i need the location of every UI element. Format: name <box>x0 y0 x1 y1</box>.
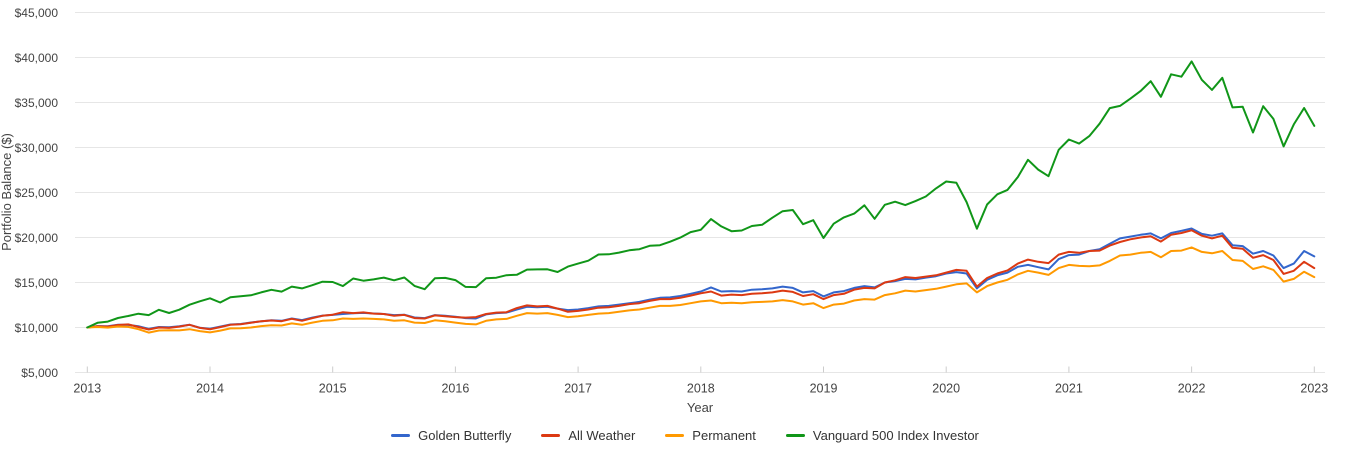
y-axis-tick-label: $25,000 <box>15 186 59 200</box>
legend-line-marker <box>665 434 685 437</box>
y-axis-tick-label: $15,000 <box>15 276 59 290</box>
y-axis-title: Portfolio Balance ($) <box>0 133 14 251</box>
legend-label: All Weather <box>568 428 636 443</box>
axis-labels: $45,000 $40,000 $35,000 $30,000 $25,000 $20,0… <box>15 6 1329 396</box>
legend-line-marker <box>541 434 561 437</box>
legend-item-golden-butterfly[interactable]: Golden Butterfly <box>391 428 511 443</box>
y-axis-tick-label: $45,000 <box>15 6 59 20</box>
legend-item-vanguard-500-index-investor[interactable]: Vanguard 500 Index Investor <box>785 428 979 443</box>
legend-label: Vanguard 500 Index Investor <box>812 428 979 443</box>
plot-area[interactable] <box>75 13 1325 373</box>
x-axis-tick-label: 2016 <box>441 382 469 396</box>
y-axis-tick-label: $40,000 <box>15 51 59 65</box>
series-line-all-weather <box>86 229 1316 331</box>
legend-line-marker <box>391 434 411 437</box>
x-axis-tick-label: 2019 <box>810 382 838 396</box>
series-line-permanent <box>86 246 1316 334</box>
y-axis-tick-label: $35,000 <box>15 96 59 110</box>
x-axis-tick-label: 2014 <box>196 382 224 396</box>
x-axis-tick-label: 2013 <box>73 382 101 396</box>
x-axis-tick-label: 2018 <box>687 382 715 396</box>
grid-lines <box>75 12 1325 373</box>
legend-label: Golden Butterfly <box>418 428 512 443</box>
legend-line-marker <box>785 434 805 437</box>
legend-item-permanent[interactable]: Permanent <box>665 428 756 443</box>
legend-item-all-weather[interactable]: All Weather <box>541 428 635 443</box>
x-axis-tick-label: 2015 <box>319 382 347 396</box>
x-axis-tick-label: 2017 <box>564 382 592 396</box>
chart-legend: Golden Butterfly All Weather Permanent Vang… <box>0 428 1370 443</box>
y-axis-tick-label: $30,000 <box>15 141 59 155</box>
series-line-vanguard-500-index-investor <box>86 60 1316 329</box>
x-axis-tick-label: 2022 <box>1178 382 1206 396</box>
y-axis-tick-label: $20,000 <box>15 231 59 245</box>
series-lines <box>86 60 1316 334</box>
legend-label: Permanent <box>692 428 756 443</box>
x-axis-title: Year <box>687 400 714 415</box>
y-axis-tick-label: $5,000 <box>21 366 58 380</box>
x-axis-tick-label: 2021 <box>1055 382 1083 396</box>
x-axis-tick-label: 2023 <box>1300 382 1328 396</box>
x-axis-ticks <box>86 366 1315 373</box>
y-axis-tick-label: $10,000 <box>15 321 59 335</box>
x-axis-tick-label: 2020 <box>932 382 960 396</box>
